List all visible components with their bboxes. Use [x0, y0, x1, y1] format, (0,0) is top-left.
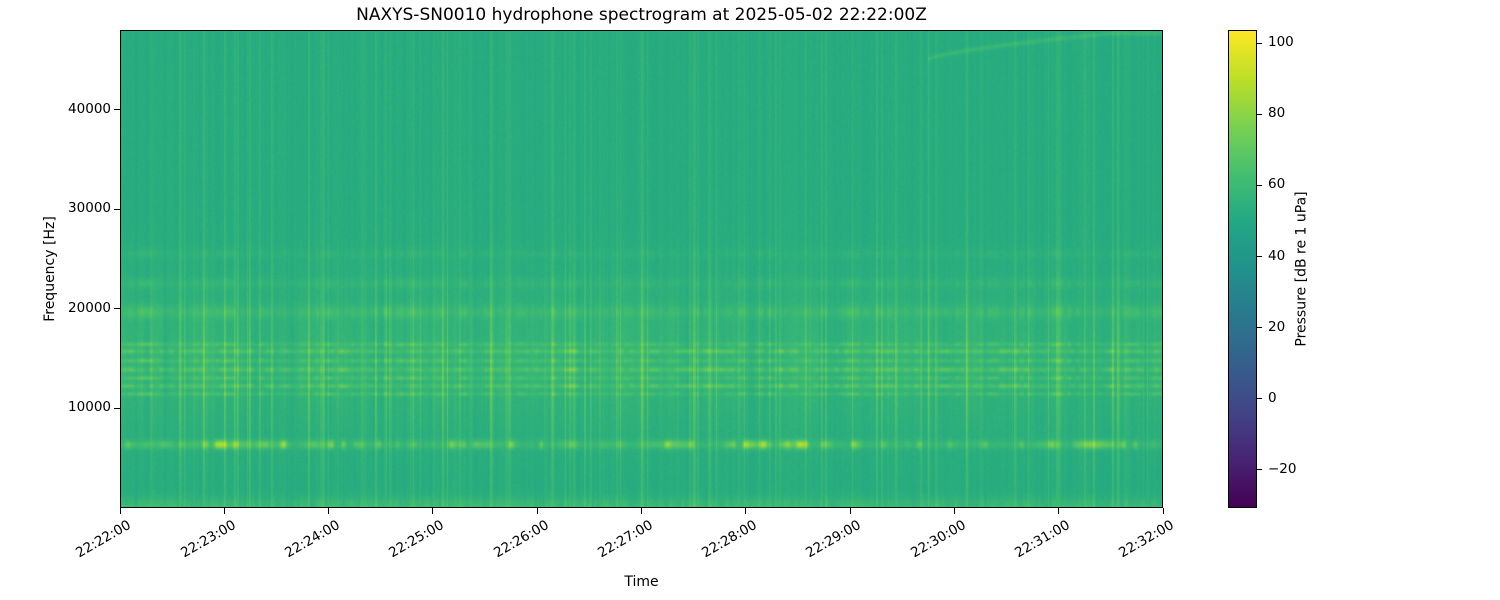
x-tick-mark [432, 508, 434, 514]
colorbar-tick-label: 20 [1268, 318, 1286, 335]
colorbar-tick-label: −20 [1268, 460, 1297, 477]
y-tick-label: 30000 [68, 200, 111, 217]
colorbar-tick-mark [1257, 256, 1262, 258]
x-tick-label: 22:25:00 [386, 517, 447, 562]
spectrogram-image [121, 31, 1162, 507]
x-tick-mark [745, 508, 747, 514]
colorbar-gradient [1229, 31, 1256, 507]
x-tick-label: 22:30:00 [907, 517, 969, 562]
x-tick-mark [223, 508, 225, 514]
colorbar-tick-mark [1257, 184, 1262, 186]
y-tick-mark [114, 407, 120, 409]
y-axis-label: Frequency [Hz] [42, 216, 59, 322]
x-tick-label: 22:29:00 [803, 517, 865, 562]
x-tick-label: 22:22:00 [73, 517, 134, 562]
x-tick-label: 22:24:00 [282, 517, 343, 562]
colorbar-label: Pressure [dB re 1 uPa] [1294, 191, 1311, 347]
y-tick-mark [114, 208, 120, 210]
plot-area [120, 30, 1163, 508]
y-tick-mark [114, 109, 120, 111]
y-tick-label: 10000 [68, 399, 111, 416]
colorbar-tick-mark [1257, 327, 1262, 329]
x-tick-label: 22:32:00 [1116, 517, 1177, 562]
colorbar-tick-mark [1257, 469, 1262, 471]
x-tick-label: 22:27:00 [594, 517, 656, 562]
colorbar-tick-mark [1257, 398, 1262, 400]
colorbar-tick-label: 40 [1268, 247, 1286, 264]
x-tick-mark [119, 508, 121, 514]
y-tick-mark [114, 308, 120, 310]
x-tick-mark [849, 508, 851, 514]
colorbar [1228, 30, 1257, 508]
colorbar-label-wrap: Pressure [dB re 1 uPa] [1290, 30, 1314, 508]
y-tick-label: 20000 [68, 299, 111, 316]
colorbar-tick-label: 80 [1268, 105, 1286, 122]
x-tick-mark [1058, 508, 1060, 514]
x-tick-label: 22:31:00 [1012, 517, 1073, 562]
colorbar-tick-label: 0 [1268, 389, 1277, 406]
x-tick-mark [641, 508, 642, 514]
y-tick-label: 40000 [68, 100, 111, 117]
x-tick-label: 22:23:00 [177, 517, 239, 562]
colorbar-tick-mark [1257, 113, 1262, 115]
colorbar-tick-mark [1257, 42, 1262, 44]
colorbar-tick-label: 100 [1268, 34, 1294, 51]
x-tick-mark [953, 508, 955, 514]
x-tick-mark [1162, 508, 1164, 514]
x-tick-mark [328, 508, 330, 514]
x-tick-mark [536, 508, 538, 514]
x-tick-label: 22:26:00 [490, 517, 552, 562]
x-tick-label: 22:28:00 [699, 517, 760, 562]
x-axis-label: Time [624, 574, 659, 590]
y-axis-label-wrap: Frequency [Hz] [38, 30, 62, 508]
colorbar-tick-label: 60 [1268, 176, 1286, 193]
chart-title: NAXYS-SN0010 hydrophone spectrogram at 2… [356, 5, 927, 25]
